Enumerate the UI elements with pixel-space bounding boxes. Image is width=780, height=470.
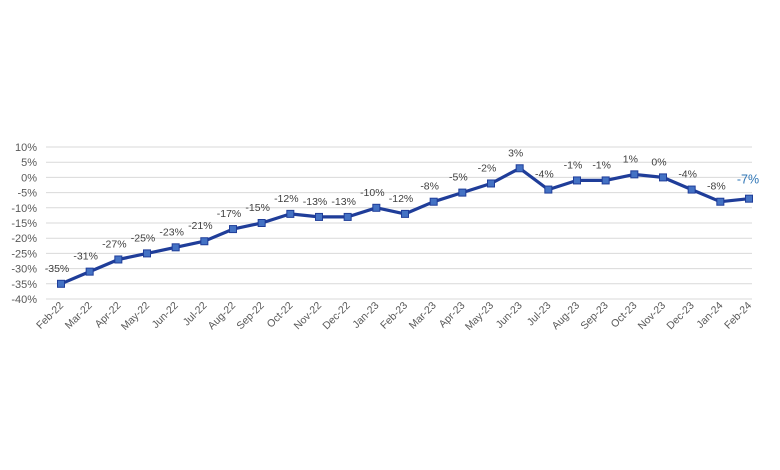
- data-label: -21%: [188, 220, 213, 232]
- data-label: -8%: [420, 181, 439, 193]
- x-tick-label: Oct-23: [609, 300, 640, 331]
- data-label: -13%: [303, 196, 328, 208]
- x-tick-label: Mar-22: [63, 300, 95, 332]
- x-tick-label: May-23: [463, 300, 496, 333]
- y-tick-label: -30%: [11, 264, 37, 276]
- data-labels: -35%-31% -27% -25%-23% -21% -17%-15% -12% -13%…: [45, 147, 759, 275]
- y-axis-tick-labels: 10% 5% 0% -5% -10% -15% -20% -25% -30% -35% -40%: [11, 142, 37, 306]
- data-label: -4%: [535, 169, 554, 181]
- x-tick-label: Mar-23: [407, 300, 439, 332]
- data-label: -1%: [592, 159, 611, 171]
- data-label: -23%: [159, 226, 184, 238]
- gridlines: [46, 146, 752, 300]
- y-tick-label: 0%: [21, 172, 37, 184]
- data-point-marker: [544, 185, 553, 194]
- x-tick-label: Nov-22: [292, 300, 325, 333]
- data-point-marker: [659, 173, 667, 182]
- data-label: -12%: [389, 193, 414, 205]
- x-tick-label: Aug-22: [206, 300, 239, 333]
- data-point-marker: [573, 176, 581, 185]
- y-tick-label: -40%: [11, 294, 37, 306]
- x-tick-label: Feb-24: [722, 300, 754, 332]
- data-label: -2%: [478, 162, 497, 174]
- data-label: -4%: [678, 169, 697, 181]
- data-point-marker: [114, 255, 123, 264]
- data-label: -15%: [245, 202, 270, 214]
- data-point-marker: [458, 188, 467, 197]
- y-tick-label: -5%: [17, 188, 37, 200]
- data-point-marker: [716, 197, 725, 206]
- data-point-marker: [687, 185, 696, 194]
- x-tick-label: Feb-23: [378, 300, 410, 332]
- x-tick-label: Nov-23: [636, 300, 669, 333]
- y-tick-label: -35%: [11, 279, 37, 291]
- x-tick-label: Sep-23: [578, 300, 611, 333]
- data-label: -8%: [707, 181, 726, 193]
- x-tick-label: Feb-22: [34, 300, 66, 332]
- data-point-marker: [85, 267, 94, 276]
- data-point-marker: [401, 209, 409, 218]
- data-label: -27%: [102, 238, 127, 250]
- data-label: -12%: [274, 193, 299, 205]
- data-label: -10%: [360, 187, 385, 199]
- x-tick-label: Jan-24: [694, 300, 725, 331]
- data-point-marker: [229, 225, 237, 234]
- y-tick-label: 5%: [21, 157, 37, 169]
- data-label: -1%: [564, 159, 583, 171]
- x-tick-label: Dec-23: [664, 300, 697, 333]
- x-tick-label: Jan-23: [350, 300, 381, 331]
- y-tick-label: 10%: [15, 142, 37, 154]
- data-markers: [57, 164, 753, 288]
- data-point-marker: [143, 249, 151, 258]
- data-point-marker: [57, 279, 65, 288]
- data-point-marker: [429, 197, 438, 206]
- data-label: -35%: [45, 263, 70, 275]
- data-point-marker: [487, 179, 495, 188]
- x-tick-label: Jun-23: [494, 300, 525, 331]
- data-label: -25%: [131, 232, 156, 244]
- y-tick-label: -25%: [11, 248, 37, 260]
- x-tick-label: Oct-22: [265, 300, 296, 331]
- data-point-marker: [515, 164, 524, 173]
- data-point-marker: [601, 176, 610, 185]
- data-label: 0%: [651, 156, 666, 168]
- data-label: -13%: [331, 196, 356, 208]
- x-tick-label: Sep-22: [234, 300, 267, 333]
- y-tick-label: -15%: [11, 218, 37, 230]
- data-point-marker: [745, 194, 753, 203]
- data-point-marker: [372, 203, 381, 212]
- x-tick-label: Jun-22: [150, 300, 181, 331]
- data-point-marker: [630, 170, 639, 179]
- y-tick-label: -10%: [11, 203, 37, 215]
- data-label: 1%: [623, 153, 638, 165]
- x-tick-label: May-22: [119, 300, 152, 333]
- y-tick-label: -20%: [11, 233, 37, 245]
- data-point-marker: [315, 212, 323, 221]
- data-label: -31%: [73, 251, 98, 263]
- data-label: -7%: [737, 173, 759, 187]
- data-point-marker: [200, 237, 209, 246]
- data-point-marker: [257, 219, 266, 227]
- x-tick-label: Dec-22: [320, 300, 353, 333]
- data-point-marker: [171, 243, 180, 252]
- x-tick-label: Aug-23: [550, 300, 583, 333]
- data-point-marker: [286, 209, 295, 218]
- data-label: -5%: [449, 172, 468, 184]
- data-label: -17%: [217, 208, 242, 220]
- data-label: 3%: [508, 147, 523, 159]
- data-point-marker: [343, 212, 352, 221]
